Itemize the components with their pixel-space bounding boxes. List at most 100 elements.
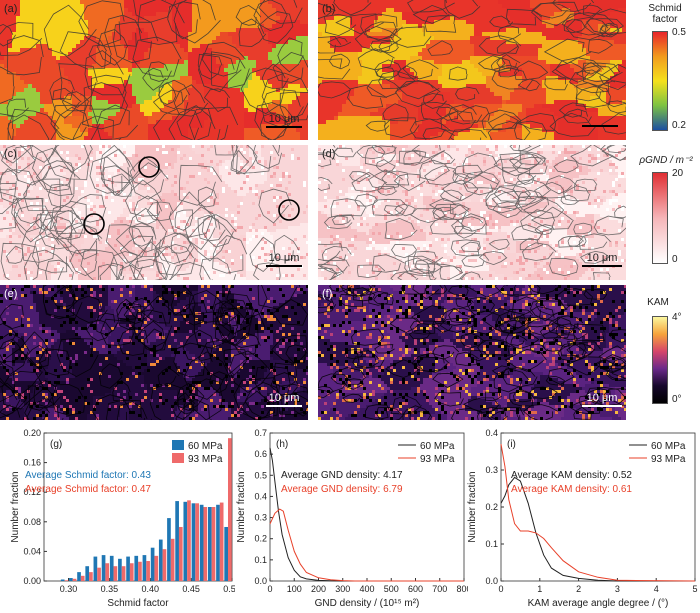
grain-cells [318, 145, 626, 280]
y-tick-label: 0.16 [23, 458, 41, 468]
panel-label: (h) [276, 439, 288, 450]
annotation-1: Average GND density: 4.17 [281, 470, 403, 481]
kam-map-e [0, 285, 308, 420]
x-tick-label: 4 [654, 584, 659, 594]
colorbar-title-schmid: Schmid factor [632, 3, 698, 25]
bar-b [211, 507, 216, 581]
gnd-map-c [0, 145, 308, 280]
x-tick-label: 300 [335, 584, 350, 594]
highlight-circle-3 [278, 199, 300, 221]
bar-b [178, 526, 183, 581]
y-tick-label: 0.5 [254, 470, 267, 480]
x-tick-label: 0.50 [223, 584, 235, 594]
series-line-1 [500, 476, 695, 582]
scale-bar-e: 10 μm [266, 392, 302, 407]
highlight-circle-2 [83, 213, 105, 235]
schmid-map-a [0, 0, 308, 140]
y-tick-label: 0.7 [254, 428, 267, 438]
map-gnd-60mpa: (c) 10 μm [0, 145, 308, 280]
bar-a [85, 566, 90, 581]
panel-label-e: (e) [4, 288, 17, 300]
grain-cells [0, 0, 308, 140]
series-line-2 [269, 508, 464, 582]
bar-a [118, 558, 122, 581]
bar-a [224, 526, 229, 581]
grain-cells [0, 145, 308, 280]
x-tick-label: 3 [615, 584, 620, 594]
scale-text-e: 10 μm [266, 392, 302, 404]
colorbar-schmid [652, 31, 668, 131]
colorbar-gnd [652, 172, 668, 264]
legend-label: 60 MPa [420, 441, 455, 452]
annotation-2: Average GND density: 6.79 [281, 484, 403, 495]
colorbar-title-schmid-line1: Schmid [632, 3, 698, 14]
bar-b [80, 575, 85, 581]
chart-schmid-histogram: 0.00 0.04 0.08 0.12 0.16 0.20 0.30 0.35 0.40 0.45… [10, 428, 235, 609]
bar-a [69, 578, 73, 581]
bar-a [150, 547, 155, 581]
bar-b [105, 563, 110, 581]
bar-b [219, 502, 224, 581]
map-schmid-60mpa: (a) 10 μm [0, 0, 308, 140]
bar-a [60, 579, 65, 581]
scale-bar-a: 10 μm [266, 113, 302, 128]
bar-a [191, 503, 196, 581]
x-tick-label: 800 [456, 584, 468, 594]
y-tick-label: 0.2 [254, 534, 267, 544]
x-tick-label: 200 [311, 584, 326, 594]
x-tick-label: 0.45 [182, 584, 200, 594]
scale-bar-b [582, 124, 618, 127]
x-axis-label: Schmid factor [107, 598, 169, 609]
x-tick-label: 1 [537, 584, 542, 594]
bar-b [154, 555, 159, 581]
legend-label: 93 MPa [188, 454, 223, 465]
annotation-1: Average Schmid factor: 0.43 [25, 470, 151, 481]
bar-b [228, 438, 232, 581]
x-tick-label: 0.40 [141, 584, 159, 594]
bar-b [64, 580, 69, 581]
x-tick-label: 700 [432, 584, 447, 594]
map-schmid-93mpa: (b) [318, 0, 626, 140]
panel-label: (i) [507, 439, 516, 450]
legend-label: 60 MPa [188, 441, 223, 452]
bar-a [93, 556, 98, 581]
bar-b [138, 561, 142, 581]
y-tick-label: 0.0 [485, 576, 498, 586]
bar-b [113, 566, 118, 581]
y-tick-label: 0.20 [23, 428, 41, 438]
x-tick-label: 0.35 [101, 584, 119, 594]
colorbar-gnd-max: 20 [672, 168, 683, 179]
panel-label-a: (a) [4, 3, 17, 15]
scale-text-a: 10 μm [266, 113, 302, 125]
x-tick-label: 500 [384, 584, 399, 594]
gnd-map-d [318, 145, 626, 280]
bar-a [126, 556, 130, 581]
colorbar-kam [652, 316, 668, 404]
grain-cells [0, 285, 308, 420]
bar-b [187, 500, 191, 581]
highlight-circle-1 [138, 156, 160, 178]
grain-boundaries [0, 145, 300, 280]
grain-boundaries [0, 285, 308, 420]
bar-a [134, 555, 139, 581]
y-tick-label: 0.2 [485, 502, 498, 512]
bar-a [183, 501, 188, 581]
colorbar-kam-min: 0° [672, 394, 682, 405]
colorbar-title-schmid-line2: factor [632, 14, 698, 25]
x-tick-label: 0 [267, 584, 272, 594]
colorbar-gnd-min: 0 [672, 254, 678, 265]
y-tick-label: 0.3 [485, 465, 498, 475]
colorbar-schmid-min: 0.2 [672, 120, 686, 131]
colorbar-title-kam: KAM [638, 297, 678, 308]
x-tick-label: 600 [408, 584, 423, 594]
colorbar-title-gnd: ρGND / m⁻² [632, 155, 700, 166]
annotation-2: Average KAM density: 0.61 [511, 484, 632, 495]
bar-a [175, 501, 179, 581]
scale-bar-c: 10 μm [266, 252, 302, 267]
legend-swatch [172, 440, 184, 450]
bar-b [146, 561, 150, 581]
y-tick-label: 0.12 [23, 487, 41, 497]
map-kam-93mpa: (f) 10 μm [318, 285, 626, 420]
y-axis-label: Number fraction [236, 471, 247, 542]
x-tick-label: 0 [498, 584, 503, 594]
